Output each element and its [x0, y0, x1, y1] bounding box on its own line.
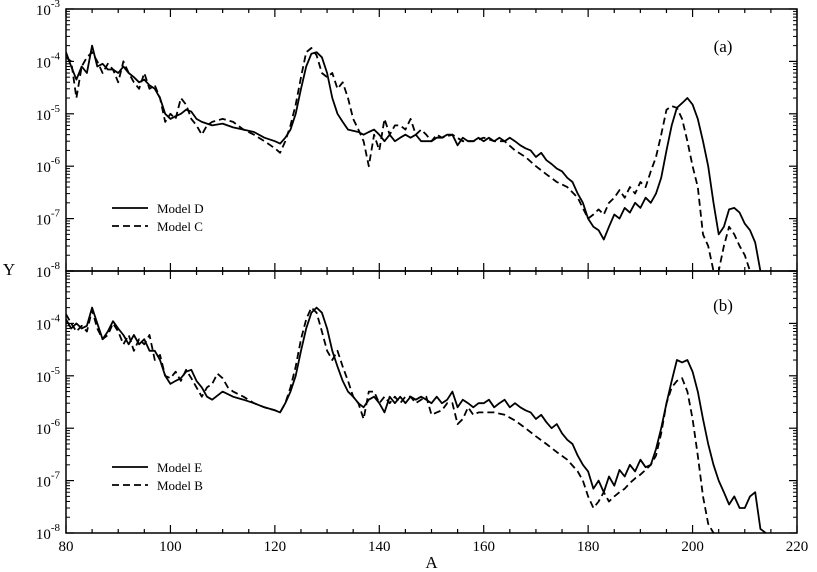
x-tick-label: 80 — [59, 539, 74, 555]
series-line-model-d — [66, 44, 762, 271]
series-line-model-e — [66, 306, 767, 533]
y-tick-label: 10-5 — [36, 103, 61, 124]
y-tick-label: 10-6 — [36, 155, 61, 176]
x-tick-label: 180 — [577, 539, 600, 555]
x-tick-label: 160 — [472, 539, 495, 555]
panel-label: (b) — [713, 296, 733, 315]
y-tick-label: 10-7 — [36, 470, 61, 491]
x-axis-title: A — [425, 553, 438, 572]
y-tick-label: 10-7 — [36, 208, 61, 229]
y-tick-label: 10-4 — [36, 312, 61, 333]
x-tick-label: 120 — [264, 539, 287, 555]
legend-label: Model E — [157, 460, 202, 475]
series-line-model-b — [66, 306, 715, 533]
x-tick-label: 200 — [681, 539, 704, 555]
y-tick-label: 10-5 — [36, 365, 61, 386]
legend-label: Model C — [157, 219, 203, 234]
legend-label: Model D — [157, 201, 204, 216]
y-tick-label: 10-4 — [36, 50, 61, 71]
legend-label: Model B — [157, 478, 203, 493]
y-tick-label: 10-8 — [36, 522, 61, 543]
y-axis-title: Y — [3, 260, 15, 279]
panel-label: (a) — [714, 37, 733, 56]
y-tick-label: 10-3 — [36, 0, 61, 19]
panel-b: 80 100 120 140 160 180 200 220 A 10-8 10-7 10-6 10-5… — [36, 270, 809, 572]
x-tick-label: 100 — [159, 539, 182, 555]
x-tick-label: 220 — [786, 539, 809, 555]
series-line-model-c — [66, 47, 751, 271]
x-tick-label: 140 — [368, 539, 391, 555]
panel-a: 10-8 10-7 10-6 10-5 10-4 10-3 Model D Model C (a… — [36, 0, 798, 281]
y-tick-label: 10-8 — [36, 260, 61, 281]
y-tick-label: 10-6 — [36, 417, 61, 438]
